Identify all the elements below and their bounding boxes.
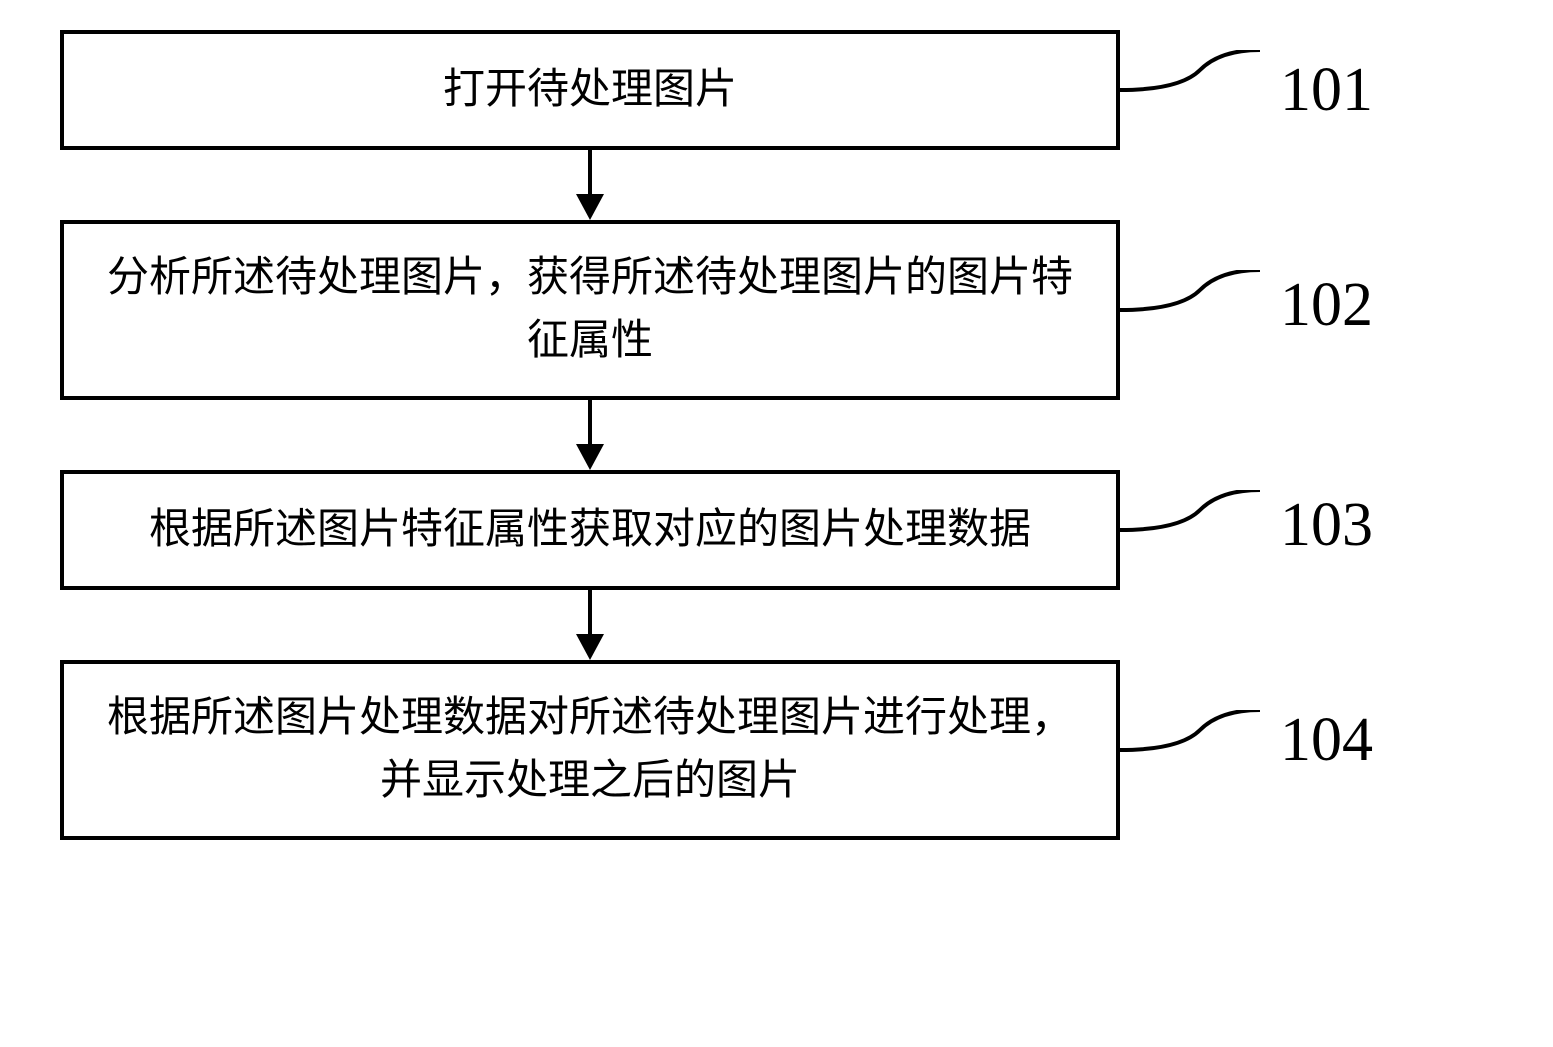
arrow-head xyxy=(576,634,604,660)
step-103-container: 根据所述图片特征属性获取对应的图片处理数据 xyxy=(60,470,1460,590)
step-103-text: 根据所述图片特征属性获取对应的图片处理数据 xyxy=(149,499,1031,562)
step-102-label: 102 xyxy=(1280,270,1373,341)
step-102-box: 分析所述待处理图片，获得所述待处理图片的图片特征属性 xyxy=(60,220,1120,400)
flowchart-container: 打开待处理图片 101 分析所述待处理图片，获得所述待处理图片的图片特征属性 1… xyxy=(60,30,1460,840)
connector-curve-104 xyxy=(1120,710,1280,790)
connector-curve-103 xyxy=(1120,490,1280,570)
arrow-line xyxy=(588,150,592,196)
arrow-line xyxy=(588,590,592,636)
arrow-101-102 xyxy=(60,150,1120,220)
step-103-box: 根据所述图片特征属性获取对应的图片处理数据 xyxy=(60,470,1120,590)
step-104-text: 根据所述图片处理数据对所述待处理图片进行处理，并显示处理之后的图片 xyxy=(104,687,1076,813)
step-103-label: 103 xyxy=(1280,490,1373,561)
connector-curve-102 xyxy=(1120,270,1280,350)
step-102-text: 分析所述待处理图片，获得所述待处理图片的图片特征属性 xyxy=(104,247,1076,373)
step-104-box: 根据所述图片处理数据对所述待处理图片进行处理，并显示处理之后的图片 xyxy=(60,660,1120,840)
step-101-label: 101 xyxy=(1280,55,1373,126)
step-101-box: 打开待处理图片 xyxy=(60,30,1120,150)
connector-curve-101 xyxy=(1120,50,1280,130)
arrow-head xyxy=(576,194,604,220)
arrow-head xyxy=(576,444,604,470)
arrow-102-103 xyxy=(60,400,1120,470)
step-104-label: 104 xyxy=(1280,705,1373,776)
step-101-container: 打开待处理图片 xyxy=(60,30,1460,150)
arrow-line xyxy=(588,400,592,446)
step-104-container: 根据所述图片处理数据对所述待处理图片进行处理，并显示处理之后的图片 xyxy=(60,660,1460,840)
step-102-container: 分析所述待处理图片，获得所述待处理图片的图片特征属性 xyxy=(60,220,1460,400)
step-101-text: 打开待处理图片 xyxy=(443,59,737,122)
arrow-103-104 xyxy=(60,590,1120,660)
